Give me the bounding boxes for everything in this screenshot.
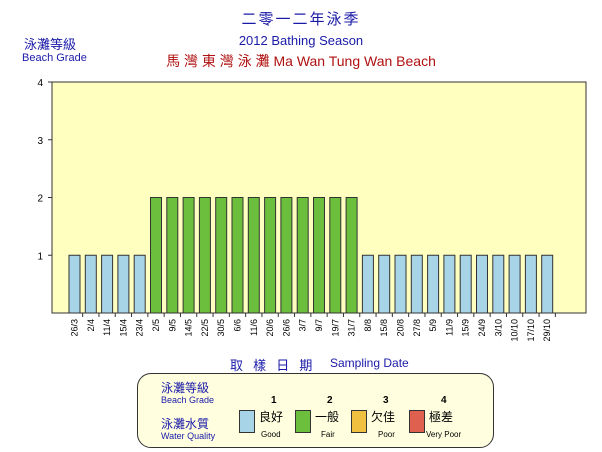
y-tick-label: 1 [37, 251, 43, 262]
bar [166, 197, 179, 314]
x-tick-label: 15/4 [118, 319, 128, 337]
x-tick-label: 11/6 [249, 319, 259, 336]
bar [313, 197, 325, 314]
bar [150, 197, 162, 314]
bar [296, 197, 309, 314]
x-tick-label: 11/9 [444, 319, 454, 336]
x-axis-label-english: Sampling Date [330, 356, 409, 370]
x-tick-label: 27/8 [412, 319, 422, 337]
legend-good-label-english: Good [261, 430, 281, 439]
chart-title-chinese: 二零一二年泳季 [241, 10, 361, 28]
legend-grade-label-english: Beach Grade [161, 395, 215, 405]
x-tick-label: 29/10 [542, 319, 552, 342]
x-tick-label: 26/6 [281, 319, 291, 337]
x-tick-label: 23/4 [135, 319, 145, 337]
bar [492, 254, 505, 314]
x-tick-label: 8/8 [363, 319, 373, 332]
legend-fair-label-chinese: 一般 [315, 410, 340, 424]
y-axis-label-english: Beach Grade [22, 52, 87, 64]
x-tick-label: 3/10 [493, 319, 503, 337]
legend-good-swatch [239, 410, 255, 433]
bar [215, 197, 228, 314]
y-axis-label-chinese: 泳灘等級 [24, 38, 77, 53]
bar [133, 254, 146, 314]
x-tick-label: 9/5 [167, 319, 177, 332]
legend-fair-label-english: Fair [321, 430, 335, 439]
x-tick-label: 20/8 [396, 319, 406, 337]
legend-poor-label-english: Poor [378, 430, 395, 439]
bar [476, 254, 488, 314]
bar [247, 197, 260, 314]
bar [378, 254, 391, 314]
legend-fair-swatch [295, 410, 311, 433]
bar [264, 197, 277, 314]
x-tick-label: 2/4 [86, 319, 96, 332]
bar [84, 254, 97, 314]
chart-title-english: 2012 Bathing Season [238, 33, 364, 48]
x-tick-label: 15/9 [461, 319, 471, 337]
legend-very-poor-swatch [409, 410, 425, 433]
bar [427, 254, 440, 314]
legend: 泳灘等級 Beach Grade 泳灘水質 Water Quality 1 良好… [137, 373, 494, 448]
legend-quality-label-chinese: 泳灘水質 [161, 417, 210, 431]
bar [394, 254, 407, 314]
bar [361, 254, 374, 314]
bar [231, 197, 244, 314]
x-tick-label: 19/7 [330, 319, 340, 337]
bar [541, 254, 554, 314]
y-tick-label: 3 [37, 136, 43, 147]
x-tick-label: 26/3 [70, 319, 80, 337]
x-tick-label: 22/5 [200, 319, 210, 337]
x-tick-label: 6/6 [233, 319, 243, 332]
bar [508, 254, 521, 314]
x-tick-label: 20/6 [265, 319, 275, 337]
legend-grade-2-number: 2 [327, 395, 333, 406]
bar-chart: 1 2 3 4 26/3 2/4 11/4 15/4 23/4 2/5 9/5 14/5 22/5 30/… [37, 78, 587, 342]
bar [280, 197, 293, 314]
legend-grade-3-number: 3 [383, 395, 389, 406]
x-tick-label: 9/7 [314, 319, 324, 332]
bar [117, 254, 130, 314]
x-tick-label: 10/10 [510, 319, 520, 342]
y-tick-label: 2 [37, 194, 43, 205]
x-tick-label: 5/9 [428, 319, 438, 332]
legend-very-poor-label-english: Very Poor [426, 430, 462, 439]
bar [101, 254, 114, 314]
legend-very-poor-label-chinese: 極差 [429, 410, 454, 424]
x-tick-label: 30/5 [216, 319, 226, 337]
x-tick-label: 17/10 [526, 319, 536, 342]
legend-good-label-chinese: 良好 [259, 410, 284, 424]
legend-quality-label-english: Water Quality [161, 431, 216, 441]
legend-grade-label-chinese: 泳灘等級 [161, 381, 210, 395]
legend-grade-4-number: 4 [441, 395, 447, 406]
legend-grade-1-number: 1 [271, 395, 277, 406]
legend-poor-label-chinese: 欠佳 [371, 410, 396, 424]
x-tick-label: 2/5 [151, 319, 161, 332]
bar [410, 254, 423, 314]
bar [345, 197, 358, 314]
bar [198, 197, 211, 314]
x-tick-label: 15/8 [379, 319, 389, 337]
x-tick-label: 3/7 [298, 319, 308, 332]
x-tick-label: 14/5 [184, 319, 194, 337]
x-tick-label: 24/9 [477, 319, 487, 337]
x-tick-label: 31/7 [347, 319, 357, 337]
x-axis-label-chinese: 取 樣 日 期 [230, 359, 316, 374]
bar [329, 197, 342, 314]
y-tick-label: 4 [37, 78, 43, 89]
bar [68, 254, 81, 314]
bar [443, 254, 456, 314]
bar [524, 254, 537, 314]
bar [182, 197, 195, 314]
legend-poor-swatch [351, 410, 367, 433]
beach-name: 馬 灣 東 灣 泳 灘 Ma Wan Tung Wan Beach [166, 53, 436, 69]
bar [459, 254, 472, 314]
x-tick-label: 11/4 [102, 319, 112, 336]
